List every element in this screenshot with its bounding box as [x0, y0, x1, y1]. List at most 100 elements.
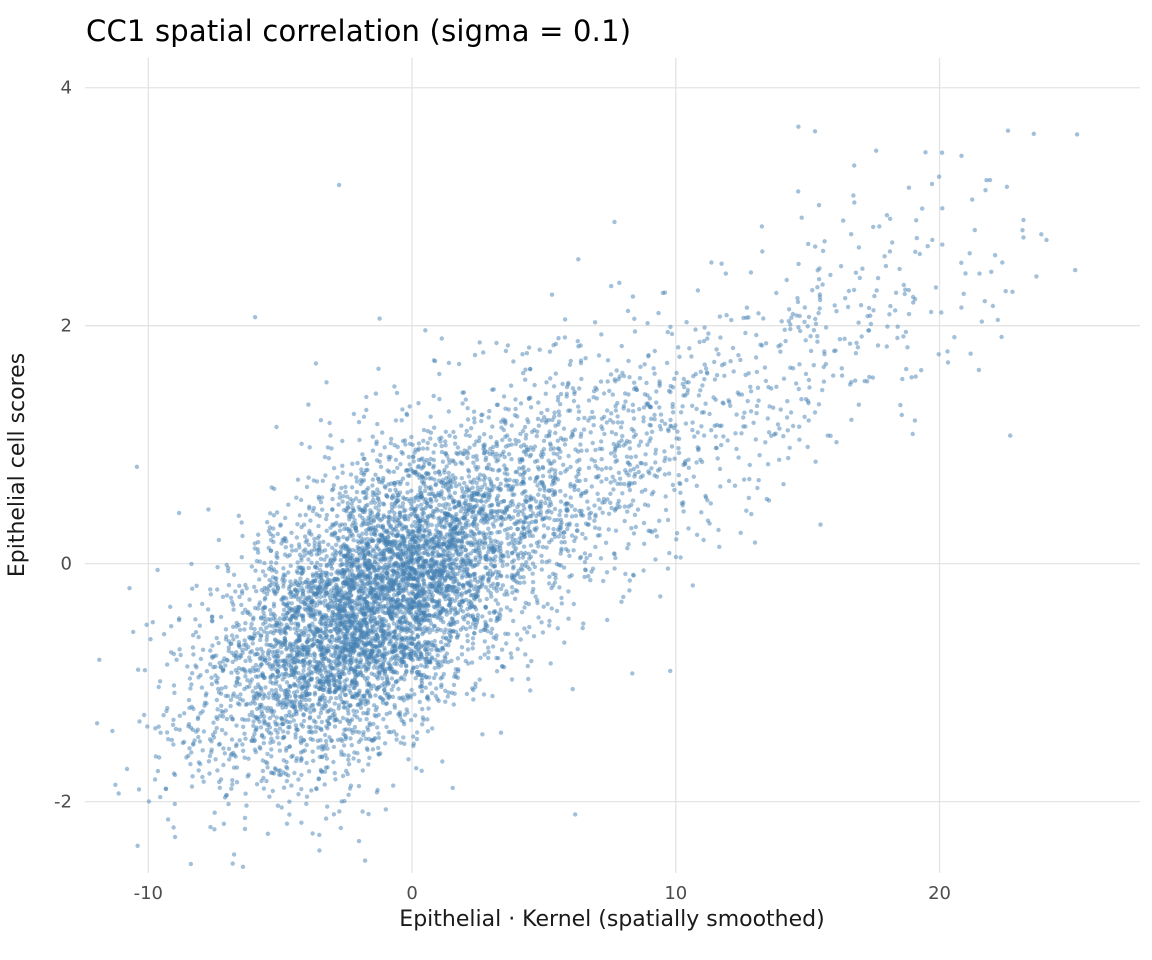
data-point	[359, 507, 364, 512]
data-point	[389, 687, 394, 692]
data-point	[233, 683, 238, 688]
data-point	[806, 241, 811, 247]
data-point	[543, 391, 548, 396]
data-point	[394, 623, 399, 628]
data-point	[269, 688, 274, 693]
data-point	[622, 481, 627, 487]
data-point	[333, 777, 338, 782]
data-point	[815, 334, 820, 339]
data-point	[477, 598, 483, 603]
data-point	[376, 503, 382, 508]
data-point	[406, 454, 411, 460]
data-point	[188, 861, 194, 867]
data-point	[713, 445, 719, 451]
data-point	[547, 618, 552, 624]
data-point	[324, 512, 330, 518]
data-point	[565, 526, 570, 532]
data-point	[608, 451, 614, 456]
data-point	[888, 303, 893, 309]
data-point	[709, 260, 714, 265]
data-point	[547, 516, 552, 521]
data-point	[190, 645, 196, 650]
data-point	[306, 542, 311, 547]
data-point	[322, 782, 327, 787]
data-point	[337, 809, 342, 814]
data-point	[527, 503, 533, 509]
data-point	[617, 280, 622, 285]
data-point	[309, 788, 314, 793]
data-point	[296, 777, 301, 782]
data-point	[668, 417, 673, 423]
data-point	[339, 562, 344, 567]
data-point	[645, 321, 650, 326]
data-point	[229, 737, 235, 742]
data-point	[367, 755, 372, 760]
data-point	[270, 575, 276, 580]
data-point	[599, 479, 604, 484]
data-point	[294, 495, 299, 500]
data-point	[377, 459, 382, 464]
data-point	[637, 407, 642, 412]
data-point	[530, 533, 536, 539]
data-point	[366, 762, 371, 767]
data-point	[522, 626, 527, 631]
data-point	[548, 661, 553, 666]
data-point	[653, 447, 659, 452]
data-point	[304, 801, 309, 806]
data-point	[616, 470, 622, 475]
data-point	[376, 366, 381, 371]
data-point	[601, 391, 607, 396]
data-point	[866, 328, 871, 333]
data-point	[524, 351, 530, 356]
data-point	[813, 459, 818, 464]
data-point	[376, 508, 381, 513]
data-point	[760, 249, 765, 254]
data-point	[557, 585, 562, 590]
data-point	[295, 477, 301, 482]
data-point	[150, 620, 155, 625]
data-point	[332, 724, 338, 729]
data-point	[340, 669, 345, 675]
data-point	[606, 511, 612, 516]
data-point	[197, 739, 203, 744]
data-point	[237, 738, 242, 743]
data-point	[196, 734, 201, 740]
data-point	[653, 451, 658, 456]
data-point	[481, 545, 486, 550]
data-point	[939, 150, 945, 155]
data-point	[429, 621, 434, 626]
data-point	[471, 697, 476, 702]
data-point	[555, 398, 561, 403]
data-point	[218, 664, 223, 669]
data-point	[289, 783, 294, 788]
data-point	[344, 677, 350, 682]
data-point	[177, 727, 182, 732]
data-point	[598, 556, 604, 561]
data-point	[217, 660, 222, 666]
data-point	[284, 680, 290, 685]
data-point	[361, 414, 367, 419]
data-point	[517, 536, 522, 541]
data-point	[769, 386, 774, 391]
data-point	[237, 627, 243, 632]
data-point	[901, 282, 906, 288]
data-point	[391, 469, 397, 474]
data-point	[513, 397, 518, 402]
data-point	[901, 334, 906, 339]
data-point	[187, 603, 193, 608]
data-point	[469, 660, 475, 665]
data-point	[505, 535, 510, 541]
data-point	[816, 310, 821, 316]
data-point	[395, 465, 400, 471]
data-point	[664, 360, 670, 366]
data-point	[533, 499, 539, 504]
data-point	[171, 825, 176, 830]
data-point	[636, 469, 641, 475]
data-point	[330, 593, 336, 599]
data-point	[884, 344, 889, 349]
data-point	[605, 408, 610, 413]
data-point	[530, 549, 536, 554]
data-point	[465, 647, 471, 652]
data-point	[1021, 217, 1026, 223]
